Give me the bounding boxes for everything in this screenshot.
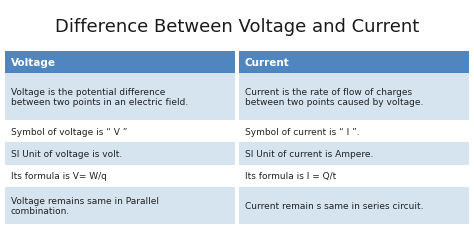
Text: Voltage remains same in Parallel
combination.: Voltage remains same in Parallel combina… (11, 196, 159, 215)
Text: Voltage: Voltage (11, 58, 56, 68)
Bar (239, 187, 469, 224)
Bar (239, 74, 469, 121)
Bar (5, 143, 235, 165)
Bar (239, 52, 469, 74)
Bar (5, 187, 235, 224)
Bar (239, 165, 469, 187)
Text: Voltage is the potential difference
between two points in an electric field.: Voltage is the potential difference betw… (11, 87, 188, 107)
Bar (5, 165, 235, 187)
Text: Symbol of current is “ I ”.: Symbol of current is “ I ”. (245, 127, 360, 136)
Text: Symbol of voltage is “ V ”: Symbol of voltage is “ V ” (11, 127, 128, 136)
Text: Current remain s same in series circuit.: Current remain s same in series circuit. (245, 201, 423, 210)
Bar (5, 52, 235, 74)
Text: Its formula is I = Q/t: Its formula is I = Q/t (245, 171, 336, 180)
Bar (239, 143, 469, 165)
Bar (239, 121, 469, 143)
Text: Current: Current (245, 58, 290, 68)
Text: Difference Between Voltage and Current: Difference Between Voltage and Current (55, 18, 419, 36)
Bar (5, 74, 235, 121)
Text: Current is the rate of flow of charges
between two points caused by voltage.: Current is the rate of flow of charges b… (245, 87, 423, 107)
Text: SI Unit of current is Ampere.: SI Unit of current is Ampere. (245, 149, 374, 158)
Text: Its formula is V= W/q: Its formula is V= W/q (11, 171, 107, 180)
Text: SI Unit of voltage is volt.: SI Unit of voltage is volt. (11, 149, 122, 158)
Bar (5, 121, 235, 143)
